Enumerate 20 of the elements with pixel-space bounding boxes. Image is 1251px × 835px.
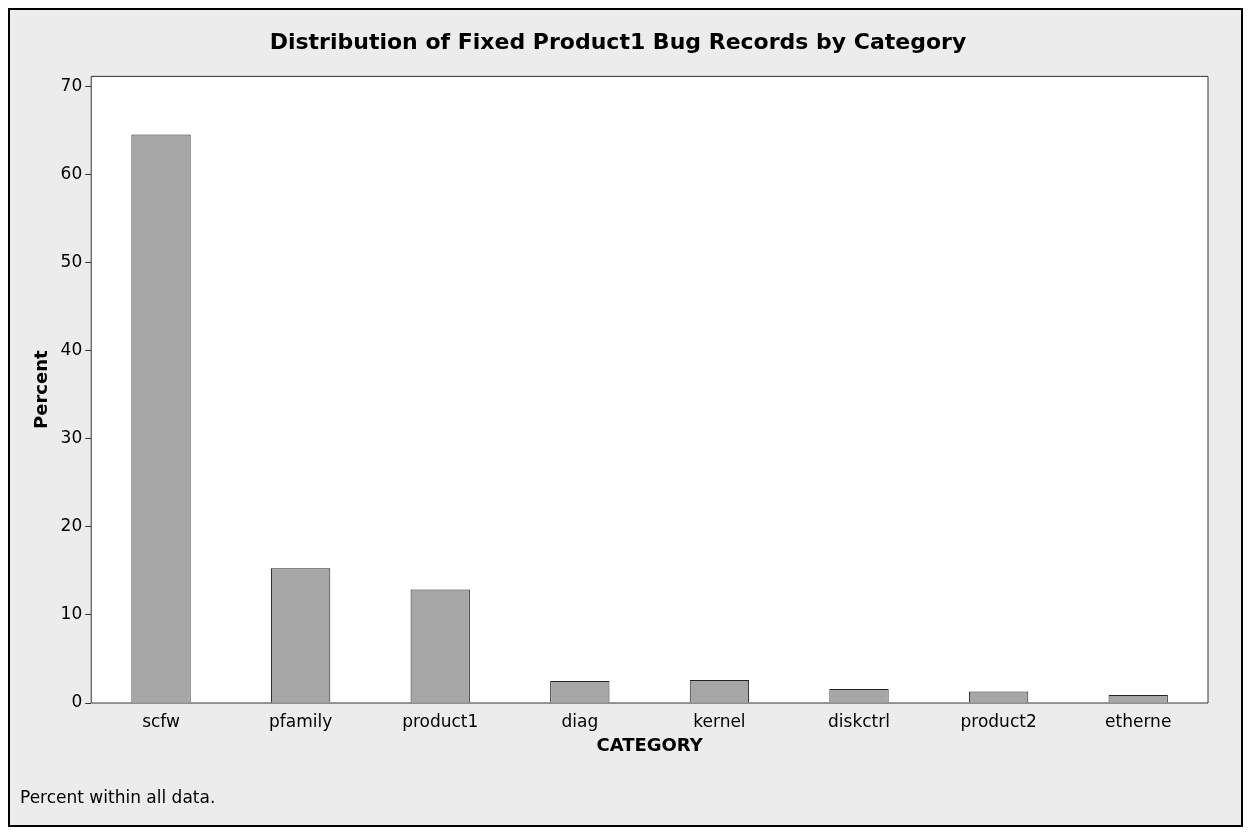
x-tick-label: etherne [1105, 710, 1172, 731]
y-tick-label: 40 [60, 339, 83, 360]
y-tick-label: 50 [60, 251, 83, 272]
x-tick-label: scfw [142, 710, 181, 731]
y-tick-label: 0 [71, 691, 83, 712]
text: Percent within all data. [20, 786, 216, 807]
y-tick-label: 60 [60, 163, 83, 184]
y-tick-label: 10 [60, 603, 83, 624]
x-tick-label: kernel [693, 710, 746, 731]
x-tick-label: product2 [960, 710, 1037, 731]
y-axis-title: Percent [30, 350, 52, 429]
chart-title: Distribution of Fixed Product1 Bug Records by Category [269, 28, 967, 54]
x-tick-label: pfamily [268, 710, 333, 731]
x-tick-label: diag [561, 710, 599, 731]
y-tick-label: 30 [60, 427, 83, 448]
y-tick-label: 20 [60, 515, 83, 536]
x-tick-label: product1 [402, 710, 479, 731]
x-axis-title: CATEGORY [596, 733, 704, 755]
x-tick-label: diskctrl [828, 710, 890, 731]
y-tick-label: 70 [60, 75, 83, 96]
